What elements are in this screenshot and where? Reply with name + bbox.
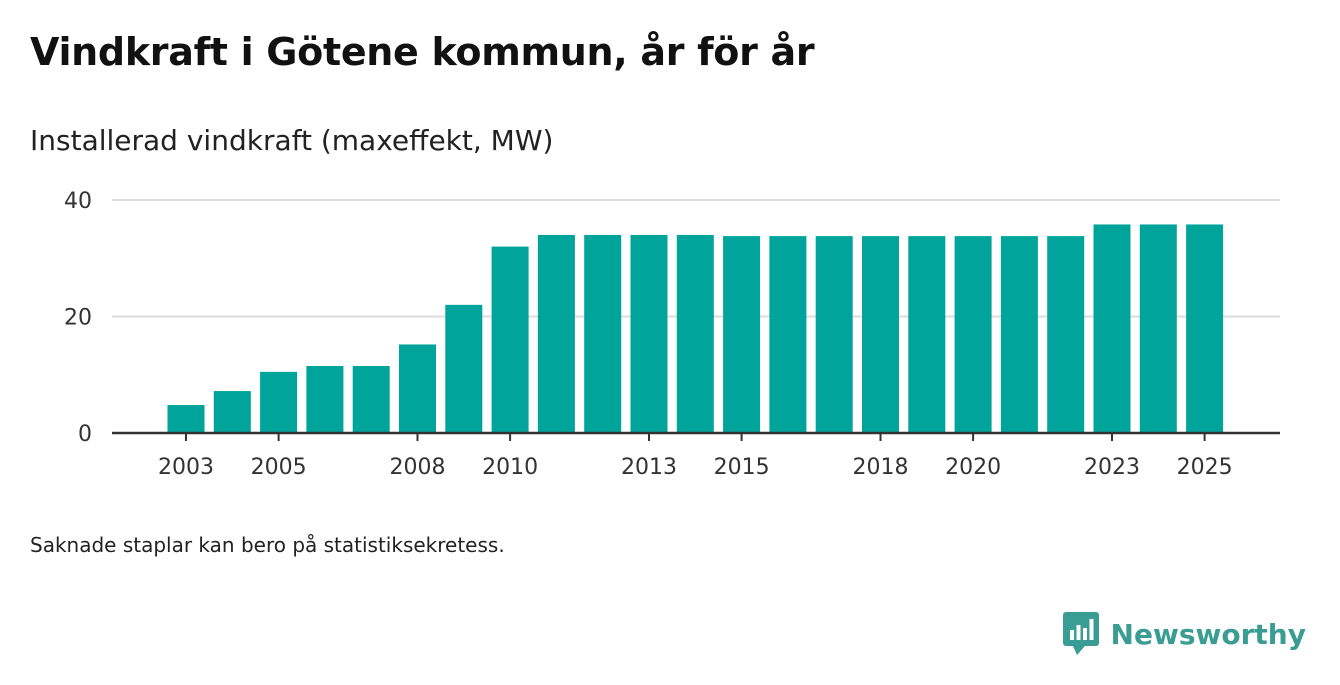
- bar-2022: [1047, 236, 1085, 433]
- bar-2012: [584, 234, 622, 433]
- brand-logo: Newsworthy: [1062, 612, 1306, 656]
- bar-2010: [491, 246, 529, 433]
- bar-2008: [399, 344, 436, 433]
- x-tick-label: 2025: [1177, 455, 1233, 480]
- x-tick-label: 2010: [482, 455, 538, 480]
- chart-subtitle: Installerad vindkraft (maxeffekt, MW): [30, 124, 554, 157]
- bar-2011: [537, 234, 575, 433]
- bar-2013: [630, 234, 668, 433]
- bar-2019: [908, 236, 946, 433]
- bar-2018: [862, 236, 899, 433]
- chart-title: Vindkraft i Götene kommun, år för år: [30, 30, 815, 74]
- x-tick-label: 2003: [158, 455, 214, 480]
- bar-2004: [213, 391, 251, 433]
- bar-2025: [1186, 224, 1224, 433]
- bar-2023: [1093, 224, 1131, 433]
- x-tick-label: 2018: [853, 455, 909, 480]
- x-tick-label: 2005: [251, 455, 307, 480]
- bar-2006: [306, 366, 344, 433]
- bar-2021: [1000, 236, 1038, 433]
- bar-2015: [723, 236, 761, 433]
- bar-2024: [1139, 224, 1177, 433]
- bar-2017: [815, 236, 853, 433]
- bar-2003: [167, 405, 205, 433]
- y-tick-label: 20: [64, 306, 92, 331]
- x-tick-label: 2008: [390, 455, 446, 480]
- y-tick-label: 0: [78, 422, 92, 447]
- footnote: Saknade staplar kan bero på statistiksek…: [30, 533, 505, 557]
- bar-2007: [352, 366, 390, 433]
- x-tick-label: 2020: [945, 455, 1001, 480]
- x-tick-label: 2023: [1084, 455, 1140, 480]
- bar-chart: 0 20 40 2003 2005 2008 2010 2013 2015 2018 2020 202…: [64, 189, 1280, 480]
- axes: 0 20 40 2003 2005 2008 2010 2013 2015 2018 2020 202…: [64, 189, 1280, 480]
- bar-2016: [769, 236, 807, 433]
- x-tick-label: 2015: [714, 455, 770, 480]
- bar-2014: [676, 234, 714, 433]
- bar-2005: [260, 371, 298, 433]
- brand-name: Newsworthy: [1110, 617, 1306, 651]
- bar-2020: [954, 236, 992, 433]
- newsworthy-logo-icon: [1062, 612, 1099, 655]
- x-tick-label: 2013: [621, 455, 677, 480]
- bars: [167, 224, 1224, 433]
- y-tick-label: 40: [64, 189, 92, 214]
- bar-2009: [445, 304, 483, 433]
